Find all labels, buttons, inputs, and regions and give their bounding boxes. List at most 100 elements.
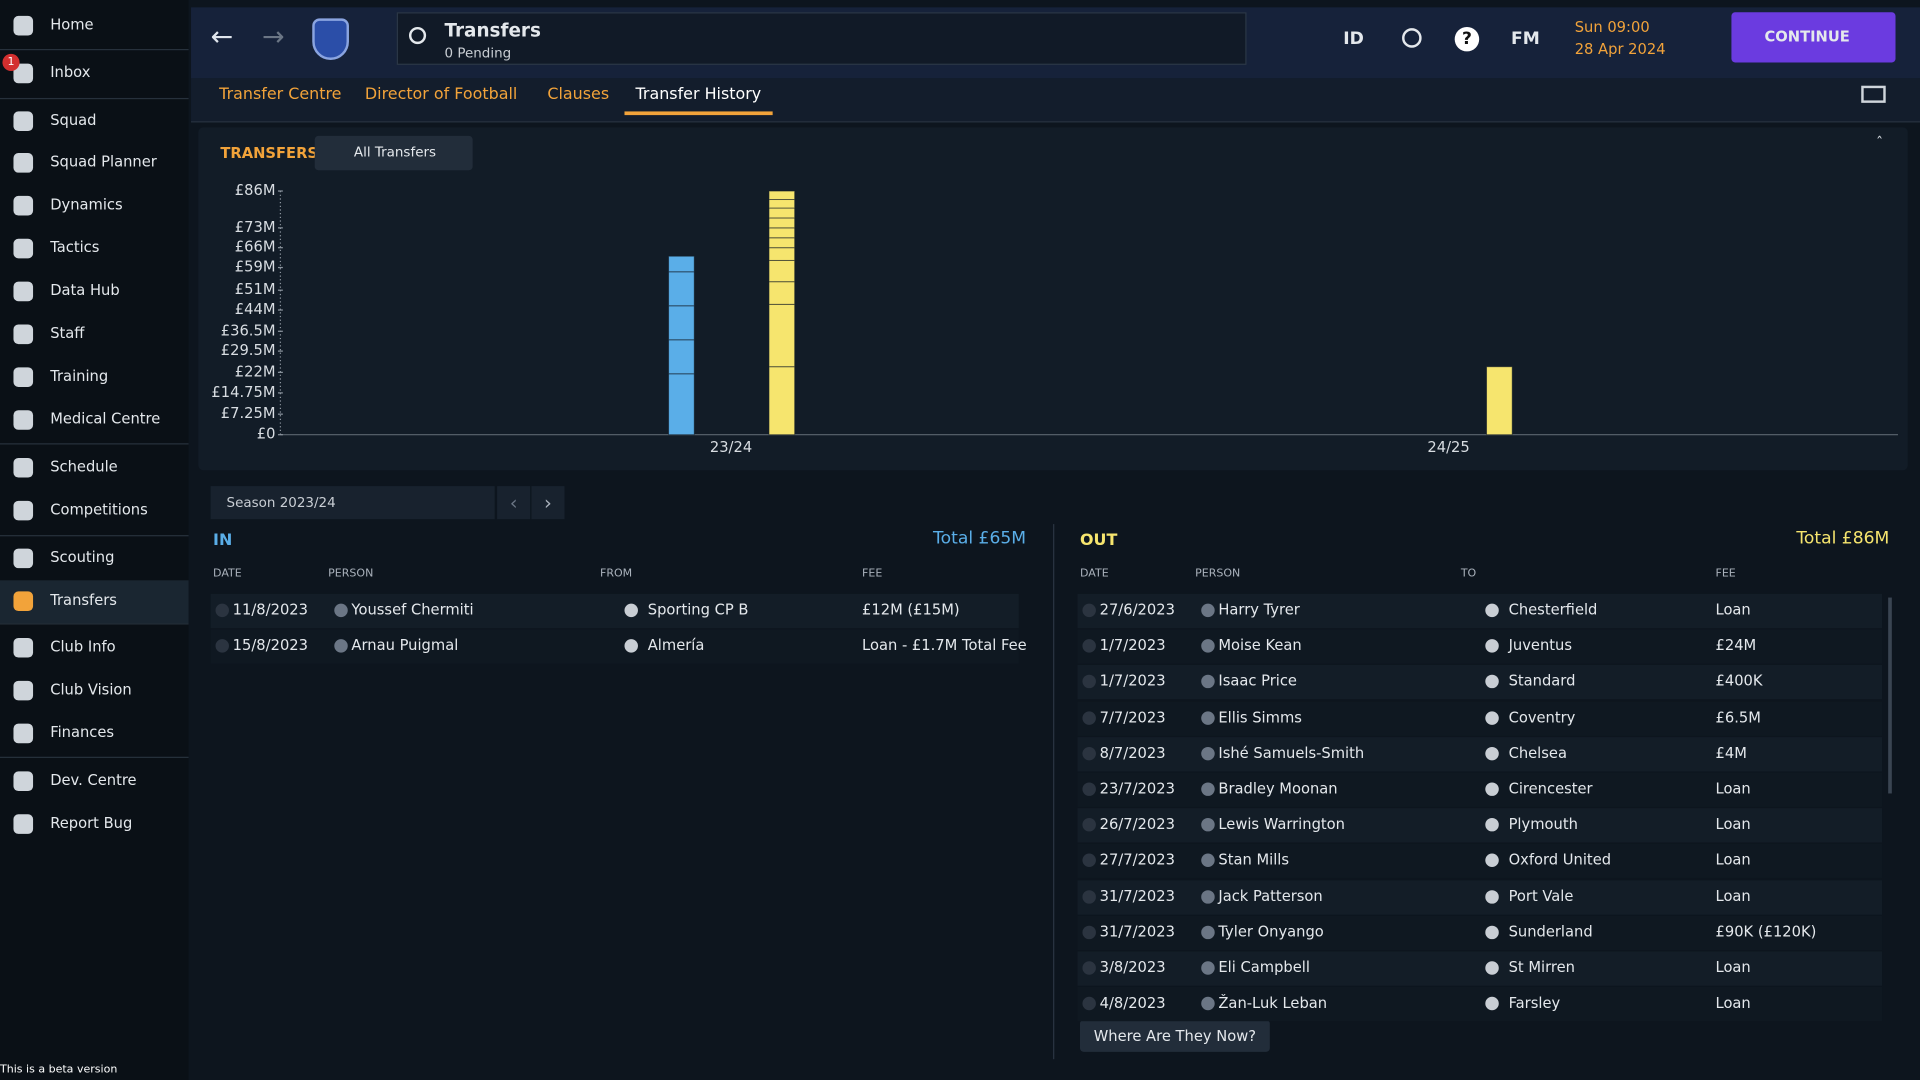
table-row[interactable]	[1077, 736, 1883, 772]
chart-title: TRANSFERS	[220, 144, 318, 162]
search-box[interactable]	[396, 12, 1247, 65]
sidebar-item[interactable]: Club Info	[50, 637, 116, 656]
cell: Harry Tyrer	[1218, 601, 1300, 619]
bar-segment	[768, 237, 796, 249]
cell: Bradley Moonan	[1218, 780, 1338, 798]
sidebar-item[interactable]: Club Vision	[50, 680, 132, 698]
y-tick-label: £7.25M	[221, 405, 276, 422]
search-icon	[408, 26, 427, 45]
table-row[interactable]	[1077, 629, 1883, 664]
sidebar-item[interactable]: Competitions	[50, 500, 148, 518]
table-row[interactable]	[1077, 772, 1883, 807]
sidebar-item[interactable]: Tactics	[50, 238, 100, 256]
tab[interactable]: Director of Football	[364, 85, 518, 105]
row-icon	[1082, 925, 1096, 939]
column-header[interactable]: TO	[1460, 568, 1477, 581]
season-next[interactable]: ›	[531, 486, 565, 520]
forward-button[interactable]: →	[262, 22, 285, 53]
x-tick-label: 23/24	[710, 439, 752, 456]
inbox-badge: 1	[2, 53, 20, 72]
sidebar-item[interactable]: Schedule	[50, 457, 118, 476]
row-icon	[1201, 996, 1215, 1011]
sidebar-item[interactable]: Scouting	[50, 548, 115, 566]
continue-button[interactable]: CONTINUE	[1731, 12, 1896, 63]
sidebar-separator	[0, 48, 189, 51]
row-icon	[1485, 961, 1499, 975]
cell: Standard	[1508, 672, 1576, 690]
sidebar-icon	[13, 723, 34, 744]
y-tick-label: £0	[257, 426, 276, 443]
cell: Almería	[647, 636, 705, 655]
cell: 31/7/2023	[1099, 923, 1175, 941]
screen-icon[interactable]	[1861, 85, 1886, 103]
cell: £24M	[1715, 636, 1757, 655]
where-are-they-now-button[interactable]: Where Are They Now?	[1080, 1020, 1270, 1052]
sidebar-icon	[13, 457, 34, 478]
sidebar-item[interactable]: Report Bug	[50, 814, 133, 832]
cell: Plymouth	[1508, 815, 1578, 833]
sidebar-item[interactable]: Squad Planner	[50, 153, 157, 171]
help-button[interactable]: ?	[1454, 26, 1480, 52]
sidebar-separator	[0, 535, 189, 537]
cell: 1/7/2023	[1099, 672, 1166, 690]
table-row[interactable]	[1077, 951, 1883, 986]
collapse-button[interactable]: ˆ	[1875, 134, 1884, 152]
cell: Žan-Luk Leban	[1218, 994, 1328, 1012]
sidebar-icon	[13, 238, 34, 259]
season-select[interactable]: Season 2023/24	[210, 486, 495, 520]
sidebar-item[interactable]: Dynamics	[50, 195, 123, 214]
sidebar-item[interactable]: Home	[50, 15, 94, 34]
bar-segment	[668, 255, 695, 273]
column-header[interactable]: DATE	[213, 568, 242, 581]
game-date: 28 Apr 2024	[1574, 40, 1666, 58]
table-row[interactable]	[1077, 879, 1883, 915]
sidebar-icon	[13, 410, 34, 430]
beta-notice: This is a beta version	[0, 1064, 118, 1077]
table-row[interactable]	[1077, 844, 1883, 879]
bar-segment	[768, 207, 796, 219]
row-icon	[1082, 782, 1096, 796]
filter-button[interactable]: All Transfers	[314, 135, 473, 171]
cell: Jack Patterson	[1218, 887, 1323, 905]
tab[interactable]: Transfer Centre	[219, 85, 342, 105]
sidebar-icon	[13, 680, 34, 701]
column-header[interactable]: PERSON	[328, 568, 374, 581]
season-prev[interactable]: ‹	[497, 486, 531, 520]
cell: 23/7/2023	[1099, 780, 1175, 798]
sidebar-item[interactable]: Squad	[50, 111, 97, 129]
sidebar	[0, 0, 189, 1080]
tab[interactable]: Transfer History	[635, 85, 762, 105]
sidebar-item[interactable]: Staff	[50, 324, 85, 342]
row-icon	[1485, 675, 1499, 689]
globe-button[interactable]	[1402, 28, 1422, 48]
sidebar-item[interactable]: Dev. Centre	[50, 771, 137, 789]
bar-segment	[668, 373, 695, 436]
sidebar-icon	[13, 63, 34, 84]
column-header[interactable]: FROM	[600, 568, 633, 581]
column-header[interactable]: PERSON	[1195, 568, 1241, 581]
table-row[interactable]	[1077, 701, 1883, 736]
cell: £6.5M	[1715, 708, 1761, 726]
table-row[interactable]	[1077, 593, 1883, 629]
table-row[interactable]	[1077, 808, 1883, 843]
sidebar-item[interactable]: Data Hub	[50, 281, 120, 299]
sidebar-icon	[13, 15, 34, 36]
sidebar-item[interactable]: Medical Centre	[50, 410, 161, 428]
sidebar-item[interactable]: Inbox	[50, 63, 91, 81]
sidebar-item[interactable]: Finances	[50, 723, 115, 741]
sidebar-item[interactable]: Transfers	[50, 591, 117, 609]
column-header[interactable]: FEE	[862, 568, 883, 581]
sidebar-item[interactable]: Training	[50, 367, 109, 385]
back-button[interactable]: ←	[210, 22, 234, 53]
bar-segment	[1486, 366, 1513, 436]
table-row[interactable]	[1077, 987, 1883, 1022]
id-button[interactable]: ID	[1343, 29, 1364, 49]
bar-segment	[768, 217, 796, 229]
bar-segment	[768, 199, 796, 209]
row-icon	[1082, 710, 1096, 725]
fm-button[interactable]: FM	[1511, 29, 1540, 49]
row-icon	[1201, 675, 1215, 689]
tab[interactable]: Clauses	[547, 85, 610, 105]
column-header[interactable]: FEE	[1715, 568, 1736, 581]
column-header[interactable]: DATE	[1080, 568, 1109, 581]
